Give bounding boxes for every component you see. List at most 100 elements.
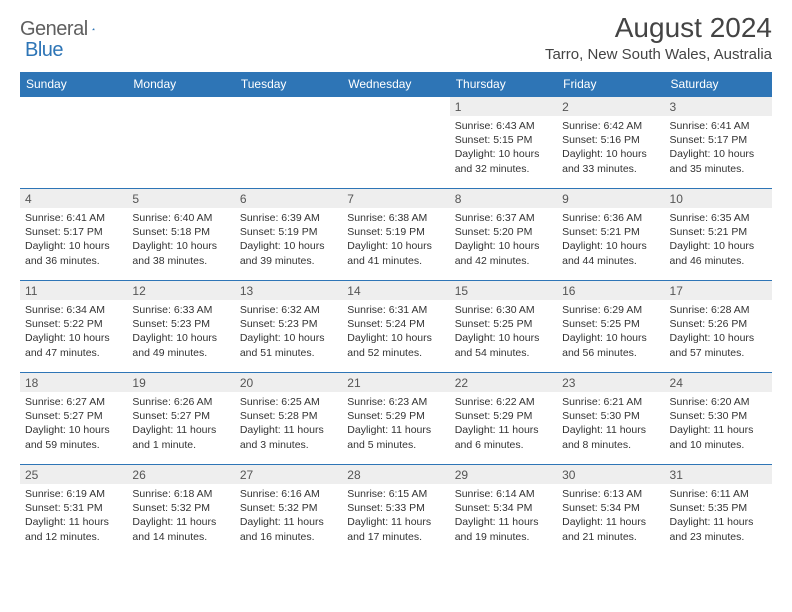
sunrise-line: Sunrise: 6:27 AM <box>25 395 122 409</box>
day-number: 17 <box>665 281 772 300</box>
day-cell: 13Sunrise: 6:32 AMSunset: 5:23 PMDayligh… <box>235 281 342 373</box>
daylight-line: Daylight: 10 hours and 35 minutes. <box>670 147 767 175</box>
logo-text-a: General <box>20 18 88 41</box>
sunrise-line: Sunrise: 6:36 AM <box>562 211 659 225</box>
sunrise-line: Sunrise: 6:39 AM <box>240 211 337 225</box>
day-details: Sunrise: 6:28 AMSunset: 5:26 PMDaylight:… <box>665 300 772 363</box>
sunrise-line: Sunrise: 6:35 AM <box>670 211 767 225</box>
sunrise-line: Sunrise: 6:42 AM <box>562 119 659 133</box>
sunset-line: Sunset: 5:33 PM <box>347 501 444 515</box>
sunset-line: Sunset: 5:24 PM <box>347 317 444 331</box>
day-cell: 25Sunrise: 6:19 AMSunset: 5:31 PMDayligh… <box>20 465 127 557</box>
sunrise-line: Sunrise: 6:20 AM <box>670 395 767 409</box>
sunset-line: Sunset: 5:35 PM <box>670 501 767 515</box>
day-cell: 10Sunrise: 6:35 AMSunset: 5:21 PMDayligh… <box>665 189 772 281</box>
daylight-line: Daylight: 11 hours and 10 minutes. <box>670 423 767 451</box>
day-cell: 3 Sunrise: 6:41 AMSunset: 5:17 PMDaylight… <box>665 97 772 189</box>
sunrise-line: Sunrise: 6:25 AM <box>240 395 337 409</box>
calendar-row: 4Sunrise: 6:41 AMSunset: 5:17 PMDaylight… <box>20 189 772 281</box>
sunrise-line: Sunrise: 6:37 AM <box>455 211 552 225</box>
day-details: Sunrise: 6:23 AMSunset: 5:29 PMDaylight:… <box>342 392 449 455</box>
sunset-line: Sunset: 5:21 PM <box>562 225 659 239</box>
day-cell: 22Sunrise: 6:22 AMSunset: 5:29 PMDayligh… <box>450 373 557 465</box>
day-cell: 28Sunrise: 6:15 AMSunset: 5:33 PMDayligh… <box>342 465 449 557</box>
daylight-line: Daylight: 11 hours and 8 minutes. <box>562 423 659 451</box>
day-details: Sunrise: 6:25 AMSunset: 5:28 PMDaylight:… <box>235 392 342 455</box>
day-cell: 7Sunrise: 6:38 AMSunset: 5:19 PMDaylight… <box>342 189 449 281</box>
daylight-line: Daylight: 10 hours and 39 minutes. <box>240 239 337 267</box>
sunset-line: Sunset: 5:16 PM <box>562 133 659 147</box>
empty-cell <box>342 97 449 189</box>
daylight-line: Daylight: 10 hours and 44 minutes. <box>562 239 659 267</box>
daylight-line: Daylight: 10 hours and 51 minutes. <box>240 331 337 359</box>
sunset-line: Sunset: 5:17 PM <box>670 133 767 147</box>
calendar-row: 18Sunrise: 6:27 AMSunset: 5:27 PMDayligh… <box>20 373 772 465</box>
sunrise-line: Sunrise: 6:41 AM <box>670 119 767 133</box>
day-cell: 17Sunrise: 6:28 AMSunset: 5:26 PMDayligh… <box>665 281 772 373</box>
day-cell: 31Sunrise: 6:11 AMSunset: 5:35 PMDayligh… <box>665 465 772 557</box>
daylight-line: Daylight: 10 hours and 54 minutes. <box>455 331 552 359</box>
daylight-line: Daylight: 11 hours and 17 minutes. <box>347 515 444 543</box>
sunrise-line: Sunrise: 6:23 AM <box>347 395 444 409</box>
weekday-header: Friday <box>557 72 664 97</box>
sunrise-line: Sunrise: 6:32 AM <box>240 303 337 317</box>
day-number: 3 <box>665 97 772 116</box>
sunset-line: Sunset: 5:23 PM <box>132 317 229 331</box>
day-details: Sunrise: 6:27 AMSunset: 5:27 PMDaylight:… <box>20 392 127 455</box>
day-number: 14 <box>342 281 449 300</box>
logo: General <box>20 18 112 41</box>
day-cell: 15Sunrise: 6:30 AMSunset: 5:25 PMDayligh… <box>450 281 557 373</box>
day-details: Sunrise: 6:37 AMSunset: 5:20 PMDaylight:… <box>450 208 557 271</box>
weekday-header: Sunday <box>20 72 127 97</box>
daylight-line: Daylight: 11 hours and 5 minutes. <box>347 423 444 451</box>
day-details: Sunrise: 6:29 AMSunset: 5:25 PMDaylight:… <box>557 300 664 363</box>
sunset-line: Sunset: 5:32 PM <box>132 501 229 515</box>
day-details: Sunrise: 6:35 AMSunset: 5:21 PMDaylight:… <box>665 208 772 271</box>
daylight-line: Daylight: 10 hours and 59 minutes. <box>25 423 122 451</box>
day-number: 30 <box>557 465 664 484</box>
day-number: 19 <box>127 373 234 392</box>
day-cell: 24Sunrise: 6:20 AMSunset: 5:30 PMDayligh… <box>665 373 772 465</box>
day-cell: 23Sunrise: 6:21 AMSunset: 5:30 PMDayligh… <box>557 373 664 465</box>
sunset-line: Sunset: 5:18 PM <box>132 225 229 239</box>
day-details: Sunrise: 6:39 AMSunset: 5:19 PMDaylight:… <box>235 208 342 271</box>
sunrise-line: Sunrise: 6:19 AM <box>25 487 122 501</box>
daylight-line: Daylight: 10 hours and 49 minutes. <box>132 331 229 359</box>
sunset-line: Sunset: 5:19 PM <box>240 225 337 239</box>
weekday-header: Tuesday <box>235 72 342 97</box>
calendar-row: 11Sunrise: 6:34 AMSunset: 5:22 PMDayligh… <box>20 281 772 373</box>
day-cell: 8Sunrise: 6:37 AMSunset: 5:20 PMDaylight… <box>450 189 557 281</box>
sunset-line: Sunset: 5:15 PM <box>455 133 552 147</box>
day-details: Sunrise: 6:21 AMSunset: 5:30 PMDaylight:… <box>557 392 664 455</box>
daylight-line: Daylight: 10 hours and 42 minutes. <box>455 239 552 267</box>
sunrise-line: Sunrise: 6:28 AM <box>670 303 767 317</box>
day-number: 1 <box>450 97 557 116</box>
day-number: 16 <box>557 281 664 300</box>
day-details: Sunrise: 6:34 AMSunset: 5:22 PMDaylight:… <box>20 300 127 363</box>
day-number: 9 <box>557 189 664 208</box>
day-details: Sunrise: 6:13 AMSunset: 5:34 PMDaylight:… <box>557 484 664 547</box>
sunrise-line: Sunrise: 6:33 AM <box>132 303 229 317</box>
sunset-line: Sunset: 5:30 PM <box>562 409 659 423</box>
weekday-header: Monday <box>127 72 234 97</box>
weekday-header: Saturday <box>665 72 772 97</box>
day-details: Sunrise: 6:14 AMSunset: 5:34 PMDaylight:… <box>450 484 557 547</box>
day-details: Sunrise: 6:11 AMSunset: 5:35 PMDaylight:… <box>665 484 772 547</box>
day-details: Sunrise: 6:32 AMSunset: 5:23 PMDaylight:… <box>235 300 342 363</box>
day-details: Sunrise: 6:43 AMSunset: 5:15 PMDaylight:… <box>450 116 557 179</box>
daylight-line: Daylight: 11 hours and 1 minute. <box>132 423 229 451</box>
sunrise-line: Sunrise: 6:18 AM <box>132 487 229 501</box>
sunset-line: Sunset: 5:26 PM <box>670 317 767 331</box>
logo-text-b: Blue <box>25 39 63 61</box>
daylight-line: Daylight: 10 hours and 46 minutes. <box>670 239 767 267</box>
day-number: 7 <box>342 189 449 208</box>
day-number: 25 <box>20 465 127 484</box>
day-details: Sunrise: 6:31 AMSunset: 5:24 PMDaylight:… <box>342 300 449 363</box>
sunset-line: Sunset: 5:22 PM <box>25 317 122 331</box>
day-number: 20 <box>235 373 342 392</box>
sunrise-line: Sunrise: 6:13 AM <box>562 487 659 501</box>
day-number: 18 <box>20 373 127 392</box>
sunset-line: Sunset: 5:28 PM <box>240 409 337 423</box>
day-number: 2 <box>557 97 664 116</box>
day-details: Sunrise: 6:18 AMSunset: 5:32 PMDaylight:… <box>127 484 234 547</box>
